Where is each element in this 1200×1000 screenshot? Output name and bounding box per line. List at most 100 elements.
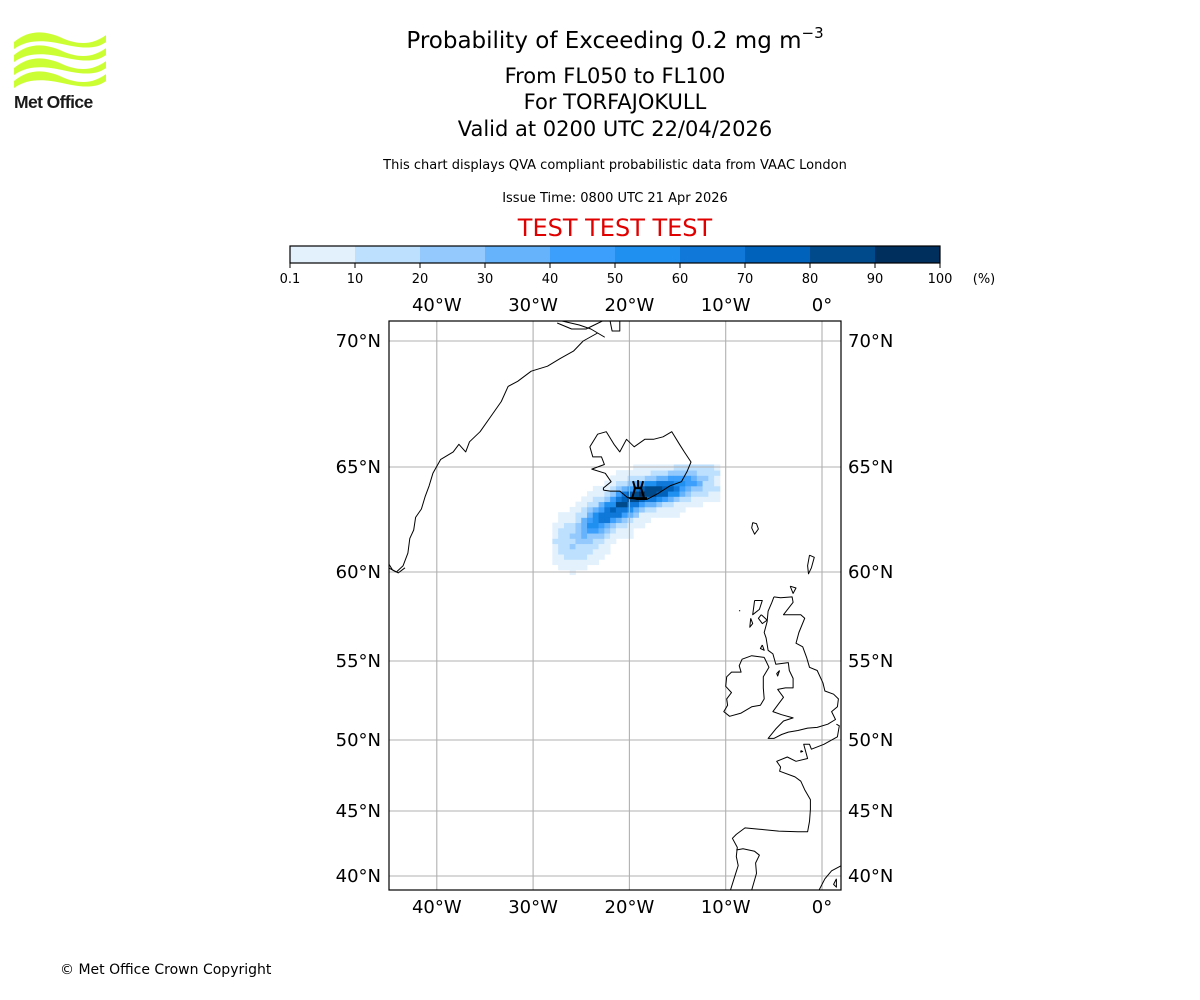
met-office-waves-icon [14,32,106,88]
plume-cell [627,533,634,539]
copyright-notice: © Met Office Crown Copyright [60,962,272,978]
plume-cell [650,491,657,497]
plume-cell [615,527,623,534]
coastline-hebrides [752,600,763,616]
plume-cell [598,501,605,508]
lon-tick-label: 10°W [701,897,751,918]
plume-cell [685,470,692,476]
plume-cell [563,548,571,555]
plume-cell [558,512,565,518]
plume-cell [581,527,588,534]
plume-cell [627,527,634,534]
lon-tick-label: 20°W [605,295,655,316]
colorbar-cell [810,246,876,263]
lat-tick-label: 50°N [336,730,381,751]
plume-cell [563,564,571,571]
plume-cell [598,491,605,497]
plume-cell [633,475,640,482]
plume-cell [627,475,634,482]
plume-cell [656,512,663,518]
plume-cell [639,475,646,482]
plume-cell [662,512,669,518]
plume-cell [604,543,611,550]
plume-cell [592,517,599,524]
plume-cell [679,475,686,482]
plume-cell [587,538,594,545]
plume-cell [639,512,646,518]
plume-cell [598,543,605,550]
plume-cell [708,491,715,497]
plume-cell [604,496,611,503]
plume-cell [679,491,686,497]
plume-cell [621,491,628,497]
plume-cell [667,501,675,508]
subtitle-levels: From FL050 to FL100 [504,64,726,88]
plume-cell [587,501,594,508]
plume-cell [604,485,611,492]
plume-cell [691,485,698,492]
plume-cell [621,496,628,503]
plume-cell [575,522,582,529]
plume-cell [696,485,703,492]
subtitle-volcano: For TORFAJOKULL [523,90,707,114]
colorbar-cell [420,246,486,263]
plume-cell [604,538,611,545]
plume-cell [587,517,594,524]
plume-cell [627,480,634,487]
plume-cell [691,480,698,487]
plume-cell [621,475,628,482]
plume-cell [575,538,582,545]
lat-tick-label: 70°N [848,331,893,352]
plume-cell [691,475,698,482]
plume-cell [598,485,605,492]
plume-cell [621,527,628,534]
issue-time: Issue Time: 0800 UTC 21 Apr 2026 [502,191,728,206]
plume-cell [673,475,680,482]
plume-cell [604,491,611,497]
map-frame [388,320,842,891]
plume-cell [667,496,675,503]
plume-cell [581,548,588,555]
plume-cell [639,506,646,513]
plume-cell [587,533,594,539]
plume-cell [662,470,669,476]
plume-cell [656,480,663,487]
plume-cell [627,491,634,497]
plume-cell [592,491,599,497]
plume-cell [610,506,617,513]
colorbar-cell [485,246,551,263]
lat-tick-label: 70°N [336,331,381,352]
plume-cell [552,522,559,529]
plume-cell [552,527,559,534]
plume-cell [598,533,605,539]
met-office-logo: Met Office [14,30,109,112]
plume-cell [575,533,582,539]
lon-tick-label: 0° [812,295,832,316]
plume-cell [679,506,686,513]
colorbar-tick-label: 20 [412,272,429,287]
plume-cell [575,527,582,534]
plume-cell [604,512,611,518]
plume-cell [685,496,692,503]
coastline-balearic [833,878,837,888]
plume-cell [587,496,594,503]
plume-cell [569,533,576,539]
lat-tick-label: 40°N [848,866,893,887]
lat-tick-label: 40°N [336,866,381,887]
coastline-great-britain [763,596,839,739]
plume-cell [639,522,646,529]
plume-cell [563,538,571,545]
plume-cell [633,480,640,487]
plume-cell [621,480,628,487]
lat-tick-label: 65°N [848,457,893,478]
plume-cell [644,485,651,492]
colorbar-cell [615,246,681,263]
lat-tick-label: 50°N [848,730,893,751]
logo-wave [14,71,106,88]
plume-cell [552,543,559,550]
plume-cell [667,485,675,492]
plume-cell [627,496,634,503]
plume-cell [621,533,628,539]
plume-cell [615,517,623,524]
plume-cell [633,517,640,524]
